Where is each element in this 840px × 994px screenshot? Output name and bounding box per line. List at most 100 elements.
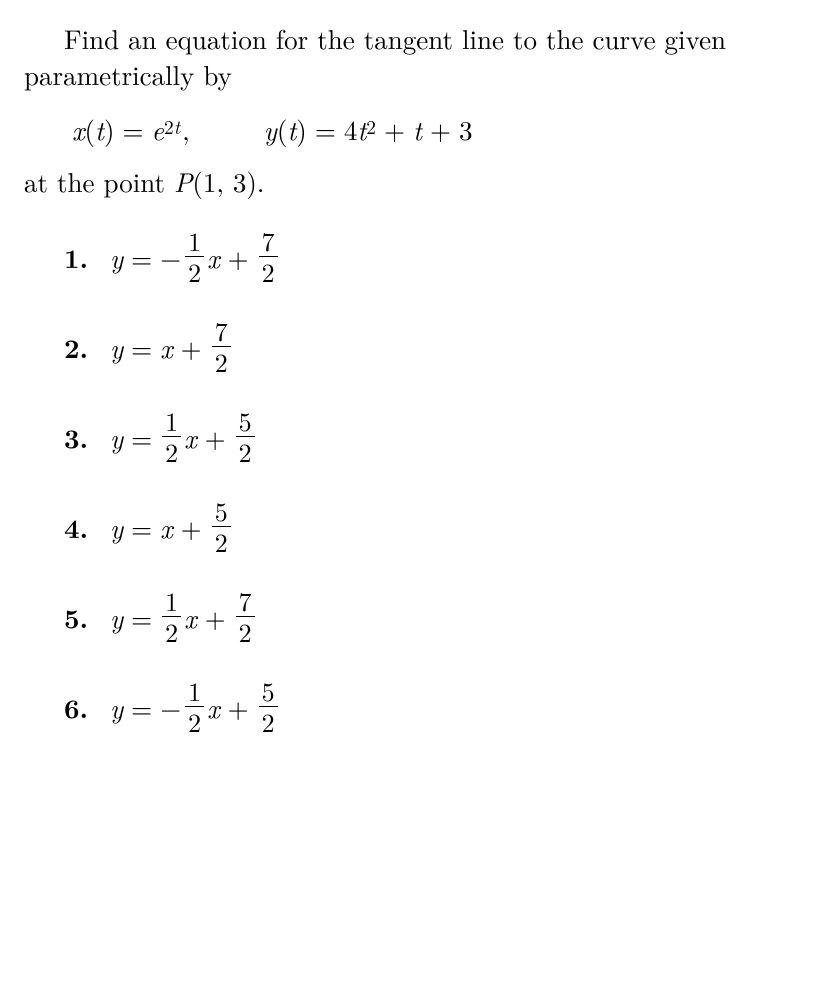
answer-option[interactable]: 4.y=x+52 [64, 494, 816, 560]
parametric-equations: x(t) = e2t, y(t) = 4t2 + t + 3 [72, 111, 816, 147]
option-number: 2. [64, 329, 98, 365]
exp-var: t [174, 112, 180, 140]
x-var: x [207, 689, 220, 725]
y-var: y [264, 111, 277, 147]
pow-2: 2 [366, 112, 376, 140]
option-equation: y=12x+72 [110, 588, 257, 645]
answer-options: 1.y=−12x+722.y=x+723.y=12x+524.y=x+525.y… [64, 224, 816, 740]
point-sep: , [216, 162, 233, 200]
equals-sign: = [131, 239, 152, 275]
answer-option[interactable]: 6.y=−12x+52 [64, 674, 816, 740]
at-point-prefix: at the point [24, 162, 174, 200]
equals-sign: = [315, 111, 336, 147]
intercept-fraction: 52 [212, 498, 231, 555]
option-equation: y=12x+52 [110, 408, 257, 465]
at-point-text: at the point P(1, 3). [24, 163, 816, 199]
option-equation: y=x+7 2 [110, 318, 233, 375]
plus-sign: + [228, 689, 249, 725]
exp-coef: 2 [164, 112, 174, 140]
minus-sign: − [160, 689, 181, 725]
fraction-numerator: 7 [212, 318, 231, 344]
option-number: 1. [64, 239, 98, 275]
option-number: 6. [64, 689, 98, 725]
y-arg: t [287, 111, 296, 147]
lhs-y: y [110, 419, 123, 455]
equals-sign: = [131, 689, 152, 725]
plus-sign-2: + [430, 111, 451, 147]
x-var: x [184, 419, 197, 455]
lhs-y: y [110, 599, 123, 635]
intercept-fraction: 72 [259, 228, 278, 285]
fraction-denominator: 2 [185, 259, 204, 285]
equals-sign: = [131, 419, 152, 455]
point-a: 1 [203, 162, 217, 200]
fraction-numerator: 1 [162, 408, 181, 434]
fraction-denominator: 2 [212, 349, 231, 375]
minus-sign: − [160, 239, 181, 275]
fraction-denominator: 2 [212, 529, 231, 555]
coef-4: 4 [344, 111, 358, 147]
point-b: 3 [233, 162, 247, 200]
x-var: x [72, 111, 85, 147]
point-P: P [174, 163, 192, 199]
y-equation: y(t) = 4t2 + t + 3 [264, 111, 473, 147]
x-arg: t [95, 111, 104, 147]
fraction-numerator: 7 [236, 588, 255, 614]
fraction-denominator: 2 [259, 259, 278, 285]
lhs-y: y [110, 239, 123, 275]
x-var: x [160, 509, 173, 545]
x-equation: x(t) = e2t, [72, 111, 192, 147]
option-number: 5. [64, 599, 98, 635]
problem-page: Find an equation for the tangent line to… [0, 0, 840, 784]
answer-option[interactable]: 1.y=−12x+72 [64, 224, 816, 290]
t-var: t [357, 111, 366, 147]
plus-sign: + [205, 599, 226, 635]
x-var: x [184, 599, 197, 635]
slope-fraction: 12 [185, 678, 204, 735]
option-equation: y=x+52 [110, 498, 233, 555]
slope-fraction: 12 [162, 588, 181, 645]
fraction-numerator: 5 [259, 678, 278, 704]
paren-open: ( [192, 162, 203, 200]
fraction-denominator: 2 [236, 619, 255, 645]
answer-option[interactable]: 2. y=x+7 2 [64, 314, 816, 380]
fraction-denominator: 2 [185, 709, 204, 735]
fraction-numerator: 5 [212, 498, 231, 524]
prompt-text: Find an equation for the tangent line to… [24, 20, 816, 93]
paren-close: ). [246, 162, 264, 200]
fraction-numerator: 1 [185, 678, 204, 704]
option-number: 3. [64, 419, 98, 455]
x-var: x [207, 239, 220, 275]
slope-fraction: 12 [185, 228, 204, 285]
slope-fraction: 12 [162, 408, 181, 465]
intercept-fraction: 72 [236, 588, 255, 645]
fraction-numerator: 7 [259, 228, 278, 254]
plus-sign: + [384, 111, 405, 147]
fraction-denominator: 2 [162, 619, 181, 645]
equals-sign: = [123, 111, 144, 147]
lhs-y: y [110, 509, 123, 545]
e-base: e [152, 111, 164, 147]
intercept-fraction: 52 [236, 408, 255, 465]
plus-sign: + [228, 239, 249, 275]
fraction-numerator: 1 [185, 228, 204, 254]
lhs-y: y [110, 689, 123, 725]
const-3: 3 [459, 111, 473, 147]
plus-sign: + [181, 329, 202, 365]
equals-sign: = [131, 509, 152, 545]
fraction-numerator: 5 [236, 408, 255, 434]
prompt-line: Find an equation for the tangent line to… [24, 19, 726, 93]
plus-sign: + [205, 419, 226, 455]
answer-option[interactable]: 3.y=12x+52 [64, 404, 816, 470]
answer-option[interactable]: 5.y=12x+72 [64, 584, 816, 650]
fraction-denominator: 2 [236, 439, 255, 465]
x-var: x [160, 329, 173, 365]
option-equation: y=−12x+72 [110, 228, 280, 285]
intercept-fraction: 52 [259, 678, 278, 735]
equals-sign: = [131, 599, 152, 635]
equals-sign: = [131, 329, 152, 365]
lhs-y: y [110, 329, 123, 365]
plus-sign: + [181, 509, 202, 545]
fraction-denominator: 2 [259, 709, 278, 735]
option-equation: y=−12x+52 [110, 678, 280, 735]
